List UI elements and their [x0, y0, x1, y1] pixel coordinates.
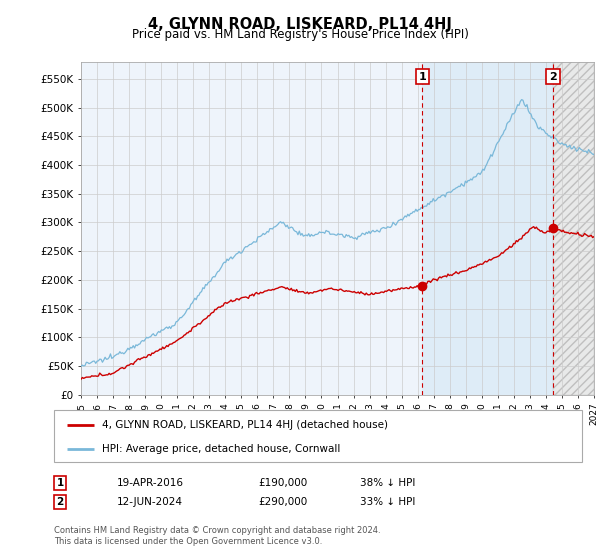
Text: Price paid vs. HM Land Registry's House Price Index (HPI): Price paid vs. HM Land Registry's House … — [131, 28, 469, 41]
Bar — [422, 62, 553, 395]
Text: 2: 2 — [549, 72, 557, 82]
Text: £290,000: £290,000 — [258, 497, 307, 507]
Text: 38% ↓ HPI: 38% ↓ HPI — [360, 478, 415, 488]
Bar — [553, 62, 594, 395]
Text: £190,000: £190,000 — [258, 478, 307, 488]
Text: 1: 1 — [419, 72, 427, 82]
Text: 33% ↓ HPI: 33% ↓ HPI — [360, 497, 415, 507]
Text: 1: 1 — [56, 478, 64, 488]
Text: 19-APR-2016: 19-APR-2016 — [117, 478, 184, 488]
FancyBboxPatch shape — [54, 410, 582, 462]
Text: Contains HM Land Registry data © Crown copyright and database right 2024.
This d: Contains HM Land Registry data © Crown c… — [54, 526, 380, 546]
Text: 12-JUN-2024: 12-JUN-2024 — [117, 497, 183, 507]
Text: 4, GLYNN ROAD, LISKEARD, PL14 4HJ: 4, GLYNN ROAD, LISKEARD, PL14 4HJ — [148, 17, 452, 32]
Text: 2: 2 — [56, 497, 64, 507]
Text: HPI: Average price, detached house, Cornwall: HPI: Average price, detached house, Corn… — [101, 444, 340, 454]
Text: 4, GLYNN ROAD, LISKEARD, PL14 4HJ (detached house): 4, GLYNN ROAD, LISKEARD, PL14 4HJ (detac… — [101, 420, 388, 430]
